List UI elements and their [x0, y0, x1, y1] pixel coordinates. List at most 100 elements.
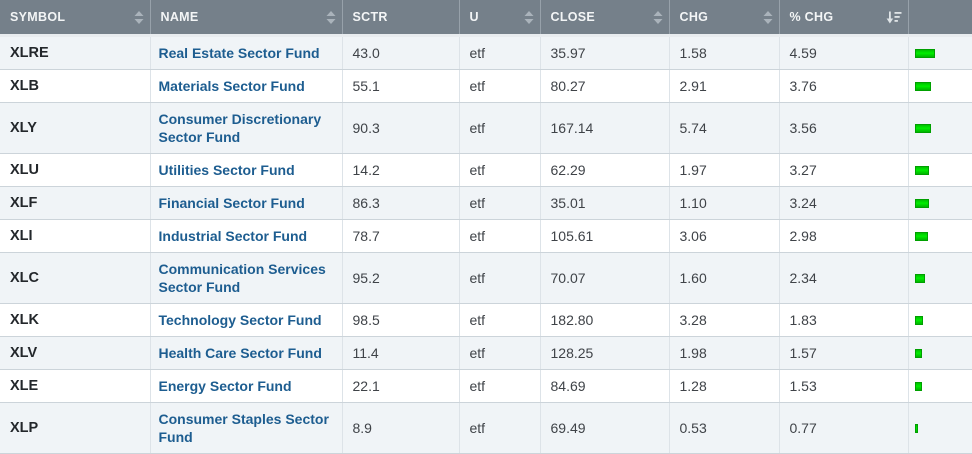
sctr-cell: 78.7	[342, 219, 460, 253]
symbol-cell: XLP	[0, 402, 151, 454]
pct-chg-cell: 3.27	[779, 153, 909, 187]
name-cell: Consumer Discretionary Sector Fund	[150, 102, 343, 154]
close-cell: 167.14	[540, 102, 670, 154]
column-header-bar[interactable]	[908, 0, 972, 37]
pct-chg-bar	[914, 123, 931, 133]
pct-chg-bar	[914, 348, 922, 358]
sctr-cell: 8.9	[342, 402, 460, 454]
pct-chg-bar	[914, 48, 935, 58]
fund-name-link[interactable]: Materials Sector Fund	[158, 78, 305, 94]
fund-name-link[interactable]: Consumer Discretionary Sector Fund	[158, 111, 322, 145]
sort-toggle-icon	[134, 10, 143, 24]
fund-name-link[interactable]: Utilities Sector Fund	[158, 162, 295, 178]
fund-name-link[interactable]: Communication Services Sector Fund	[158, 261, 326, 295]
sort-toggle-icon	[763, 10, 772, 24]
bar-cell	[908, 219, 972, 253]
chg-cell: 5.74	[669, 102, 780, 154]
pct-chg-cell: 3.76	[779, 69, 909, 103]
close-cell: 84.69	[540, 369, 670, 403]
fund-name-link[interactable]: Industrial Sector Fund	[158, 228, 308, 244]
chg-cell: 1.98	[669, 336, 780, 370]
sort-toggle-icon	[326, 10, 335, 24]
bar-cell	[908, 303, 972, 337]
universe-cell: etf	[459, 186, 541, 220]
close-cell: 80.27	[540, 69, 670, 103]
pct-chg-cell: 3.56	[779, 102, 909, 154]
column-header-label: CHG	[679, 10, 709, 24]
close-cell: 69.49	[540, 402, 670, 454]
bar-cell	[908, 153, 972, 187]
column-header-sctr[interactable]: SCTR	[342, 0, 460, 37]
fund-name-link[interactable]: Technology Sector Fund	[158, 312, 322, 328]
pct-chg-bar	[914, 165, 929, 175]
pct-chg-cell: 1.83	[779, 303, 909, 337]
pct-chg-bar	[914, 381, 922, 391]
fund-name-link[interactable]: Financial Sector Fund	[158, 195, 305, 211]
universe-cell: etf	[459, 369, 541, 403]
symbol-cell: XLI	[0, 219, 151, 253]
column-header-close[interactable]: CLOSE	[540, 0, 670, 37]
chg-cell: 1.58	[669, 35, 780, 70]
bar-cell	[908, 35, 972, 70]
column-header-u[interactable]: U	[459, 0, 541, 37]
chg-cell: 1.10	[669, 186, 780, 220]
bar-cell	[908, 369, 972, 403]
chg-cell: 1.97	[669, 153, 780, 187]
close-cell: 35.01	[540, 186, 670, 220]
name-cell: Technology Sector Fund	[150, 303, 343, 337]
name-cell: Financial Sector Fund	[150, 186, 343, 220]
symbol-cell: XLU	[0, 153, 151, 187]
chg-cell: 0.53	[669, 402, 780, 454]
table-row: XLP Consumer Staples Sector Fund 8.9 etf…	[0, 402, 972, 454]
universe-cell: etf	[459, 102, 541, 154]
pct-chg-cell: 4.59	[779, 35, 909, 70]
pct-chg-cell: 2.34	[779, 252, 909, 304]
column-header-label: SCTR	[352, 10, 388, 24]
fund-name-link[interactable]: Real Estate Sector Fund	[158, 45, 320, 61]
universe-cell: etf	[459, 303, 541, 337]
column-header-name[interactable]: NAME	[150, 0, 343, 37]
close-cell: 182.80	[540, 303, 670, 337]
symbol-cell: XLRE	[0, 35, 151, 70]
chg-cell: 3.28	[669, 303, 780, 337]
universe-cell: etf	[459, 35, 541, 70]
chg-cell: 2.91	[669, 69, 780, 103]
column-header-label: CLOSE	[550, 10, 596, 24]
column-header-pct-chg[interactable]: % CHG	[779, 0, 909, 37]
close-cell: 128.25	[540, 336, 670, 370]
table-row: XLRE Real Estate Sector Fund 43.0 etf 35…	[0, 35, 972, 70]
column-header-label: % CHG	[789, 10, 834, 24]
table-row: XLY Consumer Discretionary Sector Fund 9…	[0, 102, 972, 154]
sctr-cell: 98.5	[342, 303, 460, 337]
table-row: XLU Utilities Sector Fund 14.2 etf 62.29…	[0, 153, 972, 187]
table-row: XLE Energy Sector Fund 22.1 etf 84.69 1.…	[0, 369, 972, 403]
table-body: XLRE Real Estate Sector Fund 43.0 etf 35…	[0, 35, 972, 454]
bar-cell	[908, 186, 972, 220]
pct-chg-cell: 2.98	[779, 219, 909, 253]
close-cell: 35.97	[540, 35, 670, 70]
column-header-chg[interactable]: CHG	[669, 0, 780, 37]
bar-cell	[908, 252, 972, 304]
sctr-cell: 14.2	[342, 153, 460, 187]
table-row: XLC Communication Services Sector Fund 9…	[0, 252, 972, 304]
sctr-cell: 11.4	[342, 336, 460, 370]
sctr-cell: 55.1	[342, 69, 460, 103]
universe-cell: etf	[459, 402, 541, 454]
table-row: XLF Financial Sector Fund 86.3 etf 35.01…	[0, 186, 972, 220]
table-row: XLB Materials Sector Fund 55.1 etf 80.27…	[0, 69, 972, 103]
bar-cell	[908, 336, 972, 370]
pct-chg-cell: 1.53	[779, 369, 909, 403]
symbol-cell: XLF	[0, 186, 151, 220]
name-cell: Materials Sector Fund	[150, 69, 343, 103]
fund-name-link[interactable]: Health Care Sector Fund	[158, 345, 322, 361]
pct-chg-cell: 3.24	[779, 186, 909, 220]
fund-name-link[interactable]: Consumer Staples Sector Fund	[158, 411, 329, 445]
pct-chg-bar	[914, 81, 931, 91]
symbol-cell: XLC	[0, 252, 151, 304]
fund-name-link[interactable]: Energy Sector Fund	[158, 378, 292, 394]
pct-chg-bar	[914, 315, 923, 325]
column-header-symbol[interactable]: SYMBOL	[0, 0, 151, 37]
symbol-cell: XLE	[0, 369, 151, 403]
sort-toggle-icon	[524, 10, 533, 24]
